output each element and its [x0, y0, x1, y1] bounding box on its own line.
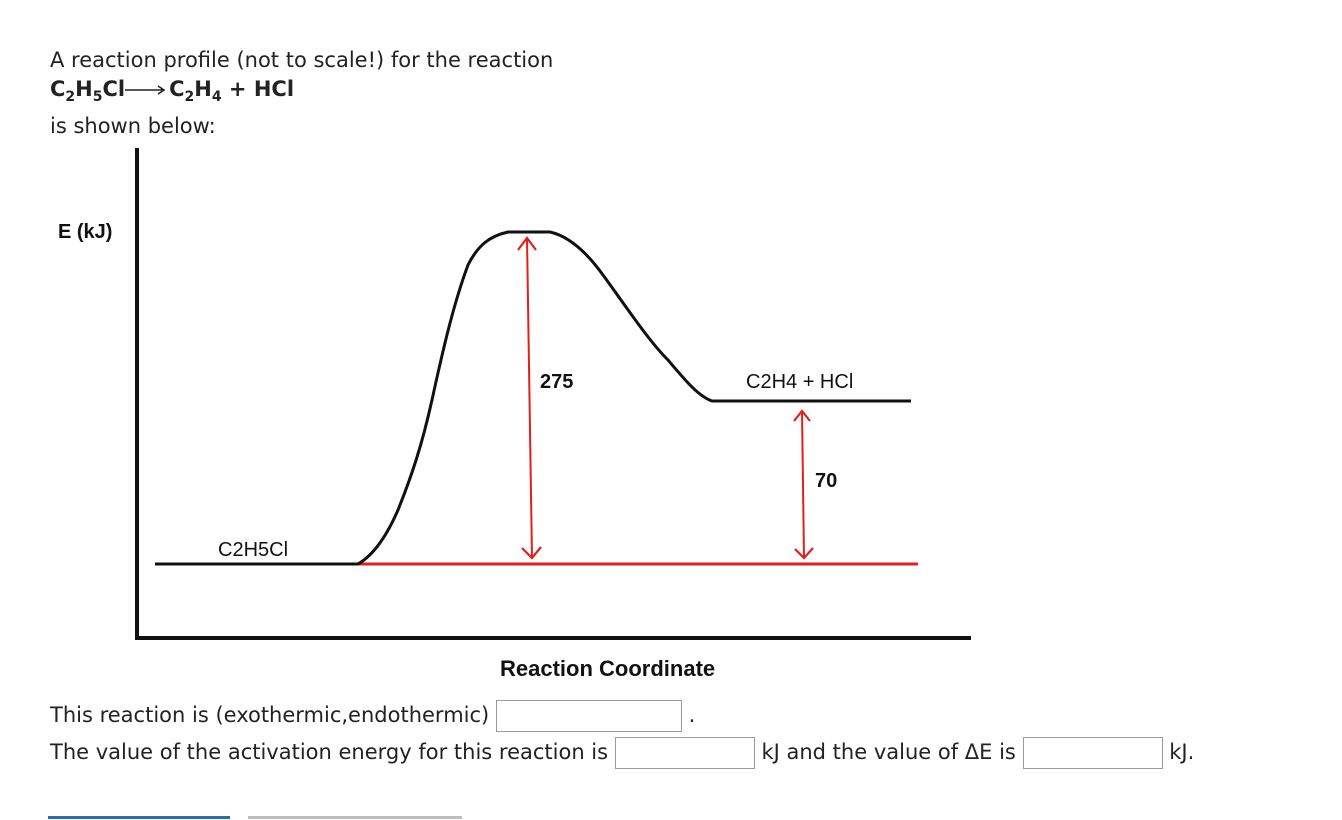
reaction-type-input[interactable] [495, 700, 682, 732]
question-line-1: This reaction is (exothermic,endothermic… [50, 700, 695, 732]
problem-intro: A reaction profile (not to scale!) for t… [50, 46, 553, 141]
x-axis-label: Reaction Coordinate [500, 656, 715, 681]
question-line-2: The value of the activation energy for t… [50, 737, 1194, 769]
equation-products: C2H4 + HCl [169, 77, 295, 106]
bottom-button-edge-1[interactable] [48, 816, 230, 819]
question-1-period: . [688, 703, 696, 727]
question-2-unit: kJ. [1169, 740, 1195, 764]
intro-line-3: is shown below: [50, 114, 216, 139]
equation-reactant: C2H5Cl [50, 77, 126, 106]
question-2-mid-text: kJ and the value of ΔE is [761, 740, 1016, 764]
intro-line-1: A reaction profile (not to scale!) for t… [50, 48, 554, 72]
delta-e-arrow [793, 409, 814, 560]
bottom-button-edge-2[interactable] [248, 816, 462, 819]
question-2-text: The value of the activation energy for t… [50, 740, 609, 764]
y-axis-label: E (kJ) [58, 221, 112, 243]
activation-energy-value-label: 275 [540, 371, 573, 393]
product-label: C2H4 + HCl [746, 371, 853, 393]
reaction-arrow-icon [125, 85, 166, 95]
activation-energy-arrow [517, 236, 542, 560]
activation-energy-input[interactable] [614, 737, 755, 769]
question-1-text: This reaction is (exothermic,endothermic… [50, 703, 490, 727]
reaction-profile-diagram: E (kJ) Reaction Coordinate C2H5Cl C2H4 +… [58, 148, 971, 681]
delta-e-input[interactable] [1022, 737, 1163, 769]
reactant-label: C2H5Cl [218, 539, 288, 561]
delta-e-value-label: 70 [815, 470, 837, 492]
reaction-equation: C2H5Cl C2H4 + HCl [50, 75, 553, 112]
energy-profile-curve [155, 230, 911, 566]
